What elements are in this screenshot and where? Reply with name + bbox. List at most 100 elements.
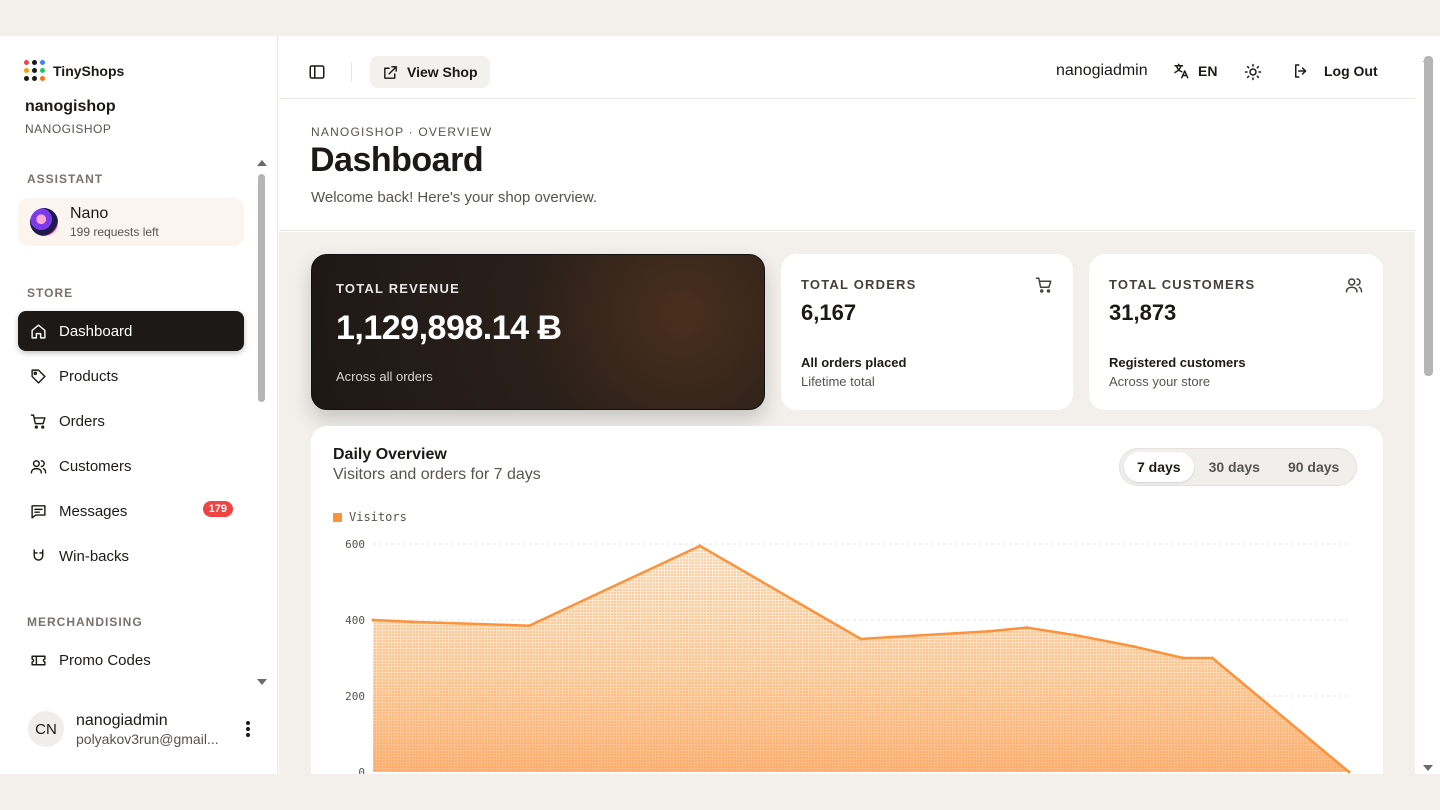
visitors-point[interactable] bbox=[1025, 626, 1029, 630]
daily-overview-card: Daily Overview Visitors and orders for 7… bbox=[311, 426, 1383, 774]
range-90-days-button[interactable]: 90 days bbox=[1287, 459, 1340, 475]
logo-dot bbox=[24, 60, 29, 65]
language-switcher[interactable]: EN bbox=[1172, 62, 1217, 80]
messages-badge: 179 bbox=[202, 501, 233, 517]
revenue-label: TOTAL REVENUE bbox=[336, 281, 460, 296]
total-revenue-card: TOTAL REVENUE 1,129,898.14 Ƀ Across all … bbox=[311, 254, 765, 410]
brand[interactable]: TinyShops bbox=[24, 60, 124, 81]
visitors-point[interactable] bbox=[888, 635, 892, 639]
orders-sub-title: All orders placed bbox=[801, 355, 907, 370]
brand-name: TinyShops bbox=[53, 62, 125, 79]
sidebar-item-win-backs[interactable]: Win-backs bbox=[18, 536, 244, 576]
tinyshops-logo-icon bbox=[24, 60, 45, 81]
visitors-point[interactable] bbox=[986, 629, 990, 633]
window-scroll-thumb[interactable] bbox=[1424, 56, 1433, 376]
sidebar-item-label: Messages bbox=[59, 502, 128, 520]
sidebar-item-label: Promo Codes bbox=[59, 651, 151, 669]
logo-dot bbox=[32, 76, 37, 81]
visitors-point[interactable] bbox=[469, 622, 473, 626]
visitors-area-texture bbox=[373, 545, 1349, 772]
assistant-name: Nano bbox=[70, 205, 109, 222]
shop-name: nanogishop bbox=[25, 98, 116, 115]
message-icon bbox=[31, 504, 46, 519]
visitors-point[interactable] bbox=[410, 620, 414, 624]
translate-icon bbox=[1174, 63, 1189, 79]
logout-icon bbox=[1295, 64, 1307, 78]
app-window: TinyShops nanogishop NANOGISHOP ASSISTAN… bbox=[0, 36, 1440, 774]
visitors-point[interactable] bbox=[1074, 633, 1078, 637]
customers-sub-detail: Across your store bbox=[1109, 374, 1211, 389]
ticket-icon bbox=[31, 655, 46, 665]
sidebar-item-customers[interactable]: Customers bbox=[18, 446, 244, 486]
chart-legend: Visitors bbox=[333, 510, 407, 524]
view-shop-button[interactable]: View Shop bbox=[370, 56, 490, 88]
dashboard-content: TOTAL REVENUE 1,129,898.14 Ƀ Across all … bbox=[279, 232, 1415, 774]
view-shop-label: View Shop bbox=[407, 64, 478, 80]
total-customers-card: TOTAL CUSTOMERS 31,873 Registered custom… bbox=[1089, 254, 1383, 410]
scroll-down-icon[interactable] bbox=[257, 679, 267, 685]
sidebar-scrollbar[interactable] bbox=[257, 160, 267, 685]
sidebar-item-label: Win-backs bbox=[59, 547, 130, 565]
visitors-point[interactable] bbox=[1132, 645, 1136, 649]
logo-dot bbox=[24, 76, 29, 81]
y-tick-label: 600 bbox=[345, 538, 365, 551]
sidebar-item-promo-codes[interactable]: Promo Codes bbox=[18, 640, 244, 680]
sidebar-toggle-icon[interactable] bbox=[307, 62, 327, 82]
external-link-icon bbox=[384, 65, 397, 79]
section-label-merchandising: MERCHANDISING bbox=[27, 615, 143, 629]
top-username: nanogiadmin bbox=[1056, 62, 1148, 79]
user-menu[interactable]: CN nanogiadmin polyakov3run@gmail... bbox=[28, 711, 256, 747]
range-30-days-button[interactable]: 30 days bbox=[1208, 459, 1260, 475]
visitors-point[interactable] bbox=[1181, 656, 1185, 660]
logo-dot bbox=[40, 60, 45, 65]
visitors-point[interactable] bbox=[698, 544, 702, 548]
scroll-up-icon[interactable] bbox=[257, 160, 267, 166]
range-7-days-button[interactable]: 7 days bbox=[1124, 452, 1194, 482]
customers-value: 31,873 bbox=[1109, 300, 1177, 325]
chart-subtitle: Visitors and orders for 7 days bbox=[333, 466, 541, 483]
sidebar-item-label: Orders bbox=[59, 412, 105, 430]
legend-label: Visitors bbox=[349, 510, 407, 524]
visitors-area-chart: 600 400 200 0 bbox=[345, 538, 1351, 774]
visitors-point[interactable] bbox=[527, 624, 531, 628]
users-icon bbox=[1345, 278, 1363, 293]
range-selector: 7 days 30 days 90 days bbox=[1119, 448, 1358, 486]
logo-dot bbox=[40, 68, 45, 73]
more-vertical-icon[interactable] bbox=[246, 721, 250, 737]
sidebar-item-messages[interactable]: Messages 179 bbox=[18, 491, 244, 531]
tag-icon bbox=[31, 368, 46, 384]
visitors-point[interactable] bbox=[1347, 770, 1351, 774]
page-subtitle: Welcome back! Here's your shop overview. bbox=[311, 189, 598, 206]
user-email: polyakov3run@gmail... bbox=[76, 730, 219, 747]
y-tick-label: 200 bbox=[345, 690, 365, 703]
orders-label: TOTAL ORDERS bbox=[801, 277, 917, 292]
theme-toggle-sun-icon[interactable] bbox=[1243, 62, 1263, 82]
window-scrollbar[interactable] bbox=[1423, 56, 1433, 771]
breadcrumb: NANOGISHOP · OVERVIEW bbox=[311, 125, 493, 139]
shop-subtitle: NANOGISHOP bbox=[25, 122, 112, 136]
assistant-card[interactable]: Nano 199 requests left bbox=[18, 198, 244, 246]
y-tick-label: 0 bbox=[358, 766, 365, 774]
visitors-point[interactable] bbox=[371, 618, 375, 622]
visitors-point[interactable] bbox=[859, 637, 863, 641]
scroll-down-icon[interactable] bbox=[1423, 765, 1433, 771]
logo-dot bbox=[32, 68, 37, 73]
users-icon bbox=[30, 459, 47, 474]
user-name: nanogiadmin bbox=[76, 711, 168, 729]
sidebar-scroll-thumb[interactable] bbox=[258, 174, 265, 402]
sidebar-item-products[interactable]: Products bbox=[18, 356, 244, 396]
logo-dot bbox=[24, 68, 29, 73]
topbar: View Shop nanogiadmin EN Log Out bbox=[279, 36, 1415, 99]
chart-title: Daily Overview bbox=[333, 446, 447, 463]
sidebar-item-dashboard[interactable]: Dashboard bbox=[18, 311, 244, 351]
sidebar-item-label: Customers bbox=[59, 457, 132, 475]
sidebar-item-label: Dashboard bbox=[59, 322, 133, 340]
logout-label: Log Out bbox=[1324, 63, 1378, 79]
legend-swatch bbox=[333, 512, 342, 522]
visitors-line bbox=[372, 544, 1350, 773]
visitors-point[interactable] bbox=[1210, 656, 1214, 660]
logout-button[interactable]: Log Out bbox=[1292, 62, 1378, 80]
cart-icon bbox=[1035, 277, 1052, 293]
home-icon bbox=[31, 323, 46, 339]
sidebar-item-orders[interactable]: Orders bbox=[18, 401, 244, 441]
